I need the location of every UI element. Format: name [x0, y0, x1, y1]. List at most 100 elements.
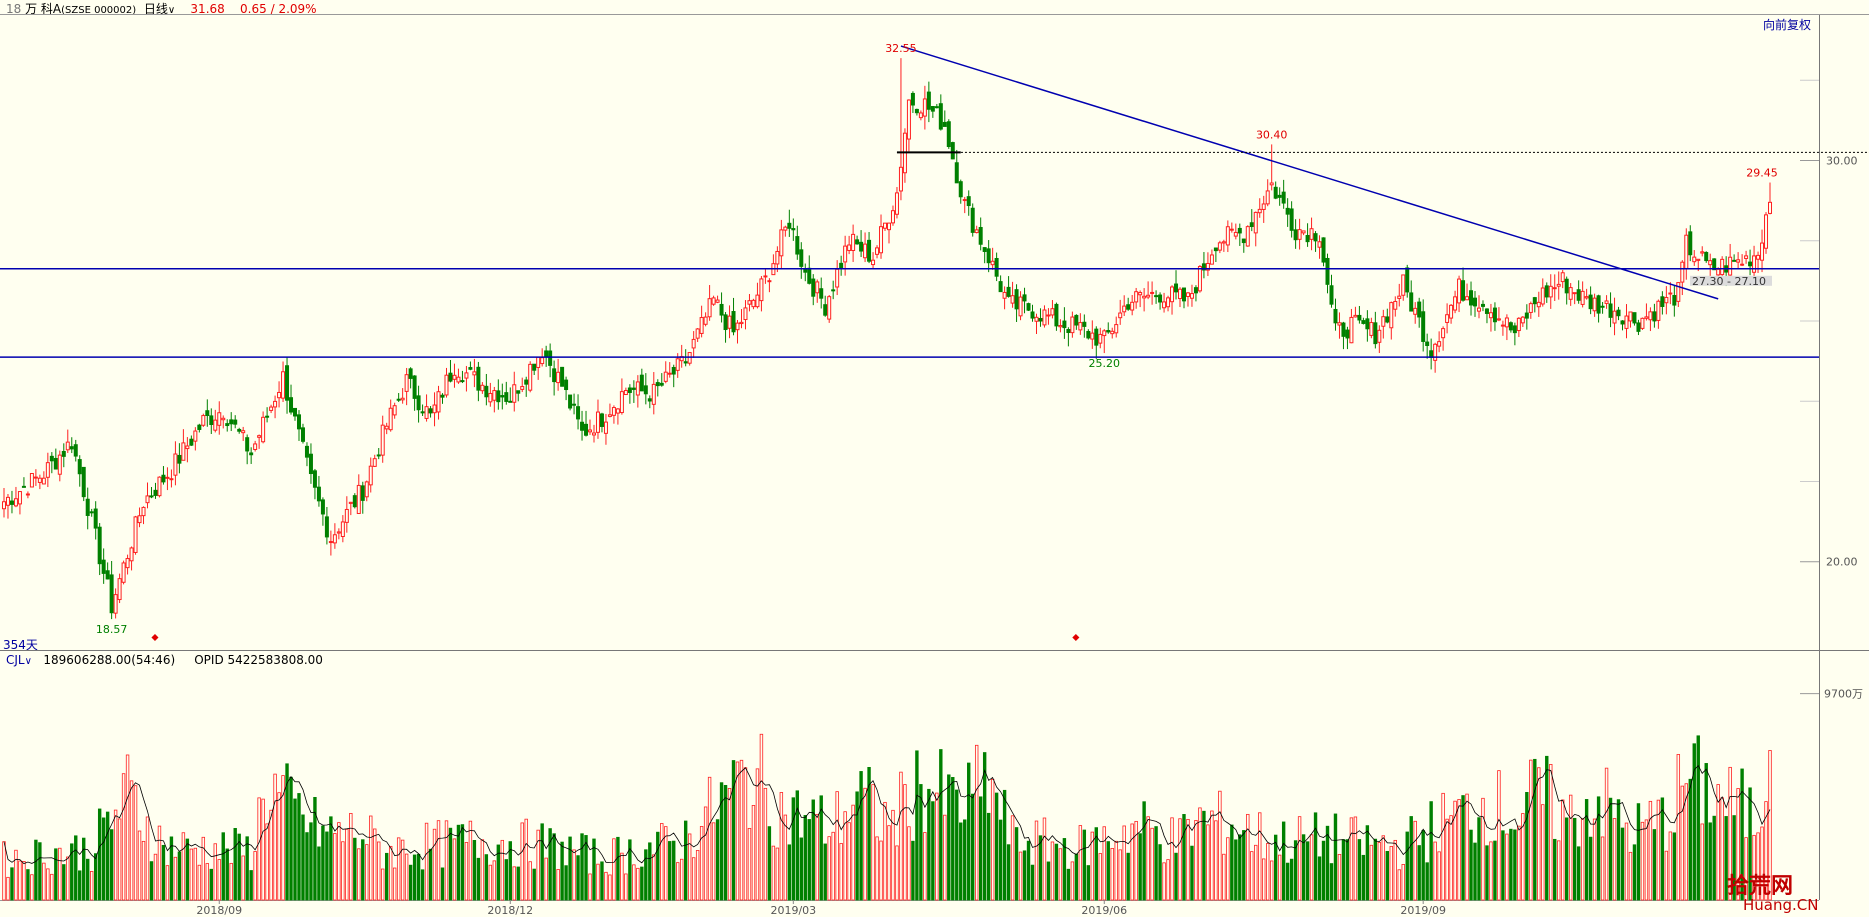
candle-body [1604, 300, 1609, 304]
candle-body [516, 390, 521, 394]
volume-bar [145, 816, 150, 901]
volume-bar [795, 790, 800, 901]
volume-bar [986, 812, 991, 901]
candle [1600, 302, 1605, 314]
candle-body [101, 559, 106, 574]
candle-body [1632, 312, 1637, 324]
chevron-down-icon[interactable]: ∨ [24, 656, 32, 667]
candle [970, 203, 975, 237]
candle [1118, 299, 1123, 325]
candle [631, 380, 636, 403]
volume-bar [1317, 856, 1322, 901]
period-selector[interactable]: 日线∨ [143, 2, 176, 16]
candle [711, 295, 716, 306]
candle [456, 368, 461, 384]
candle-body [1237, 227, 1242, 234]
volume-bar [1712, 815, 1716, 901]
volume-bar [117, 818, 122, 901]
volume-bar [1266, 843, 1270, 901]
candle-body [105, 570, 110, 580]
candle [946, 119, 951, 149]
candle-body [695, 328, 700, 339]
volume-bar [1297, 816, 1302, 901]
volume-bar [1325, 825, 1330, 901]
candle-body [779, 229, 784, 257]
candle-body [1488, 312, 1493, 319]
candle-body [273, 400, 278, 408]
volume-bar [1680, 785, 1685, 901]
candle-body [1142, 295, 1147, 299]
candle-body [1118, 312, 1123, 319]
candle-body [1672, 295, 1677, 306]
volume-bar [1238, 834, 1242, 901]
candle-body [1480, 303, 1485, 307]
candle [332, 523, 337, 549]
candle [1126, 297, 1131, 311]
candle-body [1736, 259, 1741, 263]
volume-bar [1210, 810, 1214, 901]
candle-body [1273, 186, 1278, 199]
candle-body [1102, 330, 1107, 337]
candle [926, 81, 931, 123]
candle-body [340, 521, 345, 537]
volume-bar [584, 835, 588, 901]
candle-body [667, 372, 672, 375]
candle-body [875, 247, 880, 255]
candle-body [249, 452, 254, 456]
candle [101, 548, 106, 584]
volume-bar [369, 815, 373, 901]
candle-body [504, 392, 509, 402]
volume-bar [883, 801, 887, 901]
volume-bar [1114, 840, 1118, 901]
volume-bar [2, 841, 6, 901]
candle [1488, 303, 1493, 332]
candle [205, 399, 210, 427]
volume-bar [715, 819, 720, 901]
candle [368, 457, 373, 493]
candle-body [1325, 257, 1330, 285]
volume-ma-line [3, 765, 1771, 865]
candle-body [663, 371, 668, 382]
candle-body [484, 385, 489, 398]
volume-bar [703, 806, 708, 901]
candle-body [408, 368, 413, 379]
candle-body [285, 365, 290, 401]
candle [1768, 182, 1773, 215]
candle-body [572, 403, 577, 406]
volume-bar [636, 867, 640, 901]
candle [663, 361, 668, 384]
candle [1058, 319, 1063, 333]
candle [966, 190, 971, 216]
candle-body [1317, 241, 1322, 248]
volume-bar [699, 826, 704, 901]
volume-bar [50, 873, 54, 901]
candle [1122, 295, 1127, 317]
candle [1110, 327, 1115, 339]
candle-body [73, 444, 78, 457]
candle-body [1166, 297, 1171, 308]
volume-indicator-selector[interactable]: CJL∨ [6, 653, 32, 667]
volume-bar [1106, 841, 1110, 901]
chevron-down-icon[interactable]: ∨ [167, 5, 176, 16]
candle [9, 490, 14, 514]
volume-bar [249, 870, 253, 901]
volume-bar [500, 839, 505, 901]
candle [1114, 316, 1119, 338]
candle-body [934, 106, 939, 109]
candle [723, 312, 728, 343]
adjust-mode-button[interactable]: 向前复权 [1763, 18, 1812, 32]
candle-body [1692, 256, 1697, 263]
volume-bar [10, 867, 14, 901]
extreme-price-label: 32.55 [885, 42, 917, 55]
candle [105, 562, 110, 580]
candle-body [1421, 311, 1426, 342]
candle [1476, 295, 1481, 319]
volume-bar [1110, 847, 1114, 901]
candle-body [300, 427, 305, 442]
volume-bar [931, 801, 935, 901]
volume-bar [1222, 853, 1226, 901]
candle-body [1365, 318, 1370, 330]
candle-body [1158, 294, 1163, 303]
candle-body [1050, 308, 1055, 316]
